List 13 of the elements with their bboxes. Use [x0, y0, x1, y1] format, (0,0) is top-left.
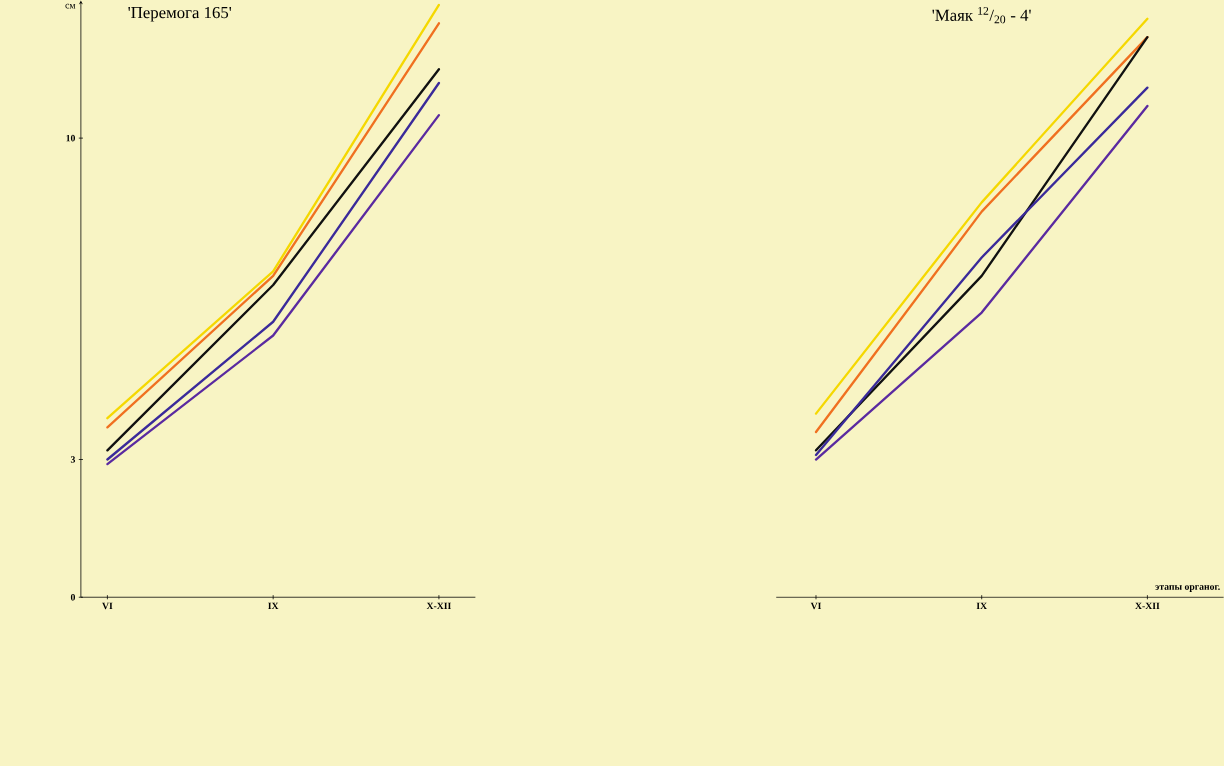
- chart-title: 'Маяк $^{12}$/$_{20}$ - 4': [932, 6, 1031, 24]
- y-axis-title: см: [65, 3, 76, 9]
- y-tick-label: 0: [70, 593, 76, 601]
- x-tick-label: VI: [810, 602, 822, 610]
- x-tick-label: IX: [976, 602, 987, 610]
- y-tick-label: 3: [70, 456, 76, 463]
- x-axis-title: этапы органог.: [1155, 585, 1220, 592]
- y-tick-label: 10: [66, 134, 76, 142]
- x-tick-label: VI: [102, 602, 113, 610]
- x-tick-label: IX: [268, 602, 279, 610]
- x-tick-label: X-XII: [426, 602, 451, 610]
- chart-title: 'Перемога 165': [128, 6, 232, 22]
- x-tick-label: X-XII: [1135, 602, 1160, 610]
